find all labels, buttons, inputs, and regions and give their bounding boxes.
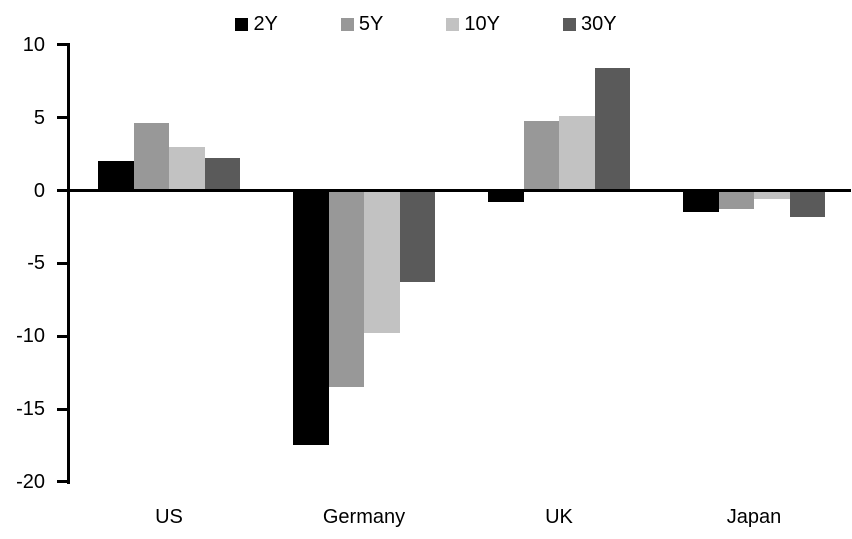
y-axis-tick-label: -10 [16, 325, 45, 348]
legend: 2Y 5Y 10Y 30Y [0, 12, 852, 36]
bar-germany-2y [293, 190, 329, 446]
legend-swatch-5y [340, 17, 354, 31]
bar-uk-30y [594, 68, 630, 191]
y-axis-tick [57, 480, 70, 484]
y-axis-tick-label: -5 [27, 252, 45, 275]
y-axis-tick-label: 10 [22, 33, 45, 56]
legend-label: 5Y [358, 13, 384, 35]
bar-uk-10y [559, 116, 595, 191]
bar-japan-10y [754, 190, 790, 200]
bar-germany-10y [364, 190, 400, 334]
y-axis-tick [57, 261, 70, 265]
bar-japan-2y [683, 190, 719, 213]
bar-germany-30y [399, 190, 435, 283]
y-axis-tick-label: 0 [33, 179, 45, 202]
legend-swatch-10y [446, 17, 460, 31]
bar-uk-2y [488, 190, 524, 203]
legend-label: 30Y [580, 13, 617, 35]
y-axis-tick [57, 43, 70, 47]
y-axis-tick [57, 407, 70, 411]
x-axis-label-uk: UK [545, 506, 573, 528]
legend-item-30y: 30Y [562, 12, 617, 36]
y-axis-tick [57, 189, 70, 192]
bar-us-30y [204, 158, 240, 191]
legend-item-2y: 2Y [235, 12, 278, 36]
x-axis-label-germany: Germany [322, 506, 406, 528]
legend-swatch-30y [562, 17, 576, 31]
x-axis-zero-line [67, 189, 851, 192]
legend-swatch-2y [235, 17, 249, 31]
legend-label: 2Y [253, 13, 278, 35]
y-axis-tick [57, 116, 70, 120]
legend-label: 10Y [464, 13, 500, 35]
bar-us-2y [98, 161, 134, 191]
bar-us-10y [169, 146, 205, 191]
legend-item-10y: 10Y [446, 12, 500, 36]
y-axis-tick-label: -20 [16, 470, 45, 493]
x-axis-label-us: US [155, 506, 183, 528]
x-axis-label-japan: Japan [726, 506, 782, 528]
bar-us-5y [133, 123, 169, 191]
y-axis-tick [57, 334, 70, 338]
y-axis-tick-label: 5 [33, 106, 45, 129]
bar-japan-5y [718, 190, 754, 210]
bar-uk-5y [523, 120, 559, 191]
legend-item-5y: 5Y [340, 12, 384, 36]
bar-germany-5y [328, 190, 364, 388]
bar-japan-30y [789, 190, 825, 217]
y-axis-tick-label: -15 [16, 398, 45, 420]
